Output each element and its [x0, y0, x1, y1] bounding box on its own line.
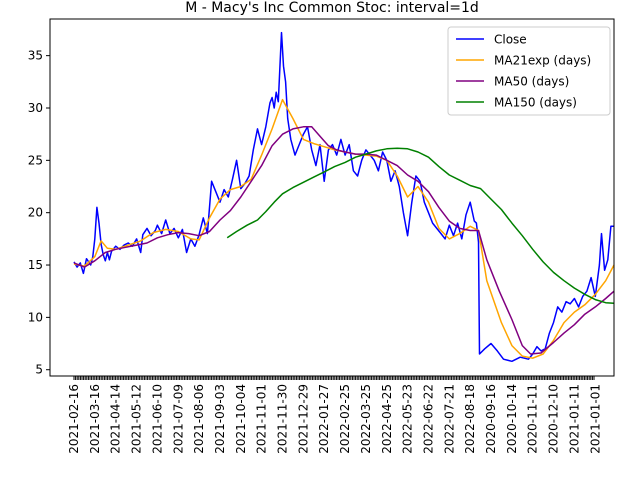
- x-tick-label: 2022-08-18: [463, 384, 477, 454]
- chart-title: M - Macy's Inc Common Stoc: interval=1d: [185, 0, 479, 16]
- x-tick-label: 2022-03-25: [359, 384, 373, 454]
- y-tick-label: 10: [28, 310, 43, 324]
- series-line-3: [226, 147, 615, 304]
- x-tick-label: 2021-11-30: [276, 384, 290, 454]
- y-tick-label: 35: [28, 49, 43, 63]
- legend-label-1: MA21exp (days): [494, 54, 591, 68]
- x-tick-label: 2022-05-23: [401, 384, 415, 454]
- x-tick-label: 2021-01-11: [567, 384, 581, 454]
- legend: Close MA21exp (days) MA50 (days) MA150 (day…: [447, 26, 611, 116]
- legend-label-3: MA150 (days): [494, 96, 577, 110]
- x-tick-label: 2021-07-09: [171, 384, 185, 454]
- legend-box: [447, 26, 611, 116]
- series-line-0: [73, 31, 614, 363]
- series-layer: [73, 31, 615, 363]
- x-tick-label: 2022-01-27: [317, 384, 331, 454]
- y-tick-label: 5: [35, 363, 43, 377]
- series-line-2: [73, 126, 615, 355]
- x-tick-label: 2022-02-25: [338, 384, 352, 454]
- legend-label-0: Close: [494, 33, 527, 47]
- x-axis: 2021-02-16 2021-03-16 2021-04-14 2021-05-12…: [67, 376, 602, 454]
- x-tick-label: 2021-08-06: [192, 384, 206, 454]
- x-tick-label: 2022-04-25: [380, 384, 394, 454]
- x-tick-label: 2021-09-03: [213, 384, 227, 454]
- x-tick-label: 2021-05-12: [130, 384, 144, 454]
- x-tick-label: 2020-11-11: [526, 384, 540, 454]
- x-tick-label: 2021-06-10: [150, 384, 164, 454]
- y-tick-label: 20: [28, 206, 43, 220]
- series-line-1: [73, 98, 615, 359]
- y-tick-label: 25: [28, 153, 43, 167]
- x-tick-label: 2021-11-01: [255, 384, 269, 454]
- y-tick-label: 15: [28, 258, 43, 272]
- x-tick-label: 2021-12-29: [296, 384, 310, 454]
- x-tick-label: 2022-07-21: [442, 384, 456, 454]
- y-axis: 5 10 15 20 25 30 35: [28, 49, 50, 377]
- x-tick-label: 2021-01-01: [588, 384, 602, 454]
- x-tick-label: 2021-02-16: [67, 384, 81, 454]
- y-tick-label: 30: [28, 101, 43, 115]
- x-tick-label: 2021-10-04: [234, 384, 248, 454]
- x-tick-label: 2021-03-16: [88, 384, 102, 454]
- x-tick-label: 2020-09-16: [484, 384, 498, 454]
- x-tick-label: 2020-12-10: [547, 384, 561, 454]
- legend-label-2: MA50 (days): [494, 75, 569, 89]
- x-tick-label: 2021-04-14: [109, 384, 123, 454]
- x-tick-label: 2022-06-22: [422, 384, 436, 454]
- x-tick-label: 2020-10-14: [505, 384, 519, 454]
